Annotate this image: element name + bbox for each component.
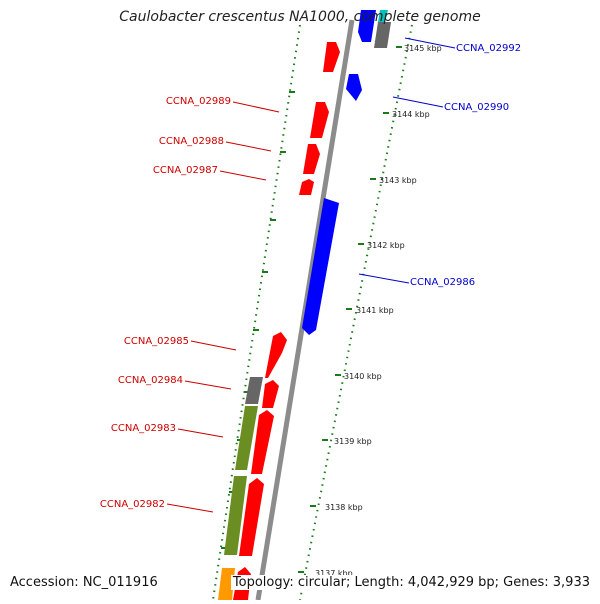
topology-text: Topology: circular; Length: 4,042,929 bp…: [230, 575, 592, 590]
ruler-tick-label: 3139 kbp: [334, 437, 372, 446]
gene-label[interactable]: CCNA_02990: [444, 102, 509, 113]
gene-ccna-02986-feature[interactable]: [302, 198, 339, 335]
gene-label[interactable]: CCNA_02989: [166, 96, 231, 107]
ruler-tick-label: 3144 kbp: [392, 110, 430, 119]
map-title: Caulobacter crescentus NA1000, complete …: [119, 9, 481, 25]
gene-ccna-02982-feature[interactable]: [239, 478, 264, 556]
orange-feature[interactable]: [218, 568, 235, 600]
gray-feature-ccna-02984[interactable]: [245, 377, 263, 404]
olive-feature-2[interactable]: [224, 476, 247, 555]
ruler-tick-label: 3142 kbp: [367, 241, 405, 250]
cyan-feature[interactable]: [378, 10, 388, 22]
genome-backbone: [255, 19, 355, 601]
gene-ccna-02992-feature[interactable]: [323, 42, 340, 72]
accession-text: Accession: NC_011916: [8, 575, 160, 590]
gene-blue-top-feature[interactable]: [358, 10, 376, 42]
gene-label[interactable]: CCNA_02983: [111, 423, 176, 434]
ruler-tick-marks: [298, 46, 402, 573]
gene-ccna-02987-feature[interactable]: [299, 179, 314, 195]
ruler-tick-label: 3141 kbp: [356, 306, 394, 315]
gene-ccna-02983-feature[interactable]: [251, 410, 274, 474]
ruler-tick-label: 3138 kbp: [325, 503, 363, 512]
gene-ccna-02984-feature[interactable]: [262, 380, 279, 408]
gene-label[interactable]: CCNA_02984: [118, 375, 183, 386]
gene-label[interactable]: CCNA_02982: [100, 499, 165, 510]
gene-label[interactable]: CCNA_02992: [456, 43, 521, 54]
gene-ccna-02990-feature[interactable]: [346, 74, 362, 101]
ruler-tick-label: 3140 kbp: [344, 372, 382, 381]
ruler-tick-label: 3143 kbp: [379, 176, 417, 185]
ruler-tick-label: 3137 kbp: [315, 569, 353, 578]
gene-label[interactable]: CCNA_02985: [124, 336, 189, 347]
gene-label[interactable]: CCNA_02986: [410, 277, 475, 288]
gene-ccna-02985-feature[interactable]: [265, 332, 287, 378]
olive-feature-1[interactable]: [235, 406, 258, 470]
gene-labels: CCNA_02989 CCNA_02988 CCNA_02987 CCNA_02985…: [100, 43, 521, 510]
gene-ccna-02989-feature[interactable]: [310, 102, 329, 138]
gene-ccna-02988-feature[interactable]: [303, 144, 320, 174]
label-leader-lines: [166, 37, 456, 513]
ruler-tick-labels: 3145 kbp 3144 kbp 3143 kbp 3142 kbp 3141 kbp…: [315, 44, 442, 578]
gene-label[interactable]: CCNA_02987: [153, 165, 218, 176]
gray-feature-top[interactable]: [374, 22, 391, 48]
ruler-tick-label: 3145 kbp: [404, 44, 442, 53]
gc-dotted-track-right: [299, 24, 413, 601]
gene-label[interactable]: CCNA_02988: [159, 136, 224, 147]
